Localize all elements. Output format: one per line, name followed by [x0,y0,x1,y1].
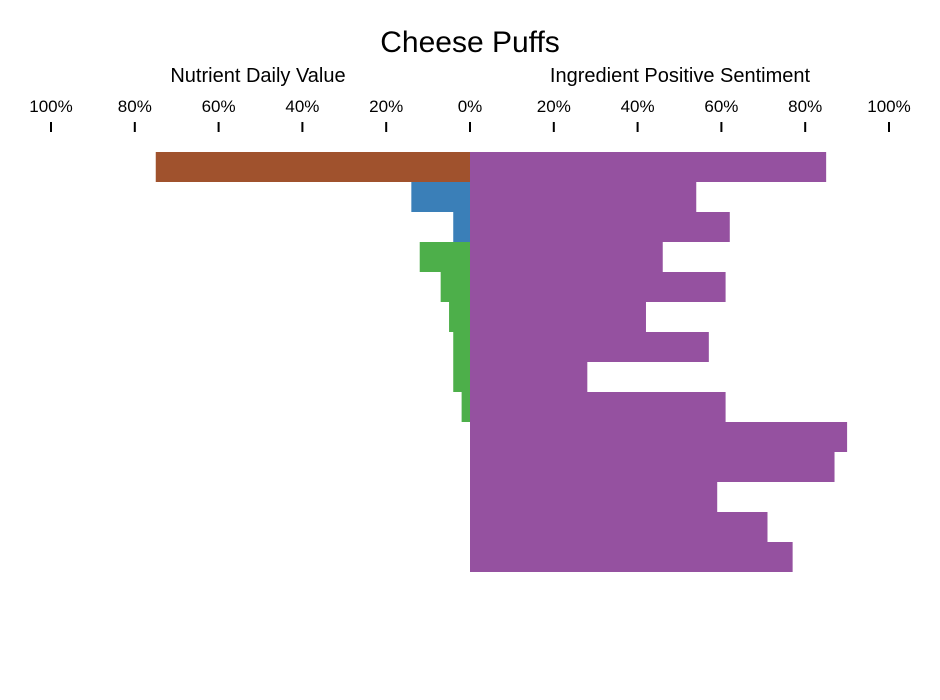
nutrient-bar [461,392,470,422]
ingredient-bar [470,452,835,482]
x-tick-label: 80% [118,97,152,116]
ingredient-bar [470,152,827,182]
ingredient-bar [470,272,726,302]
ingredient-bar [470,302,646,332]
ingredient-bar [470,212,730,242]
x-tick-label: 0% [458,97,483,116]
nutrient-bar [453,332,470,362]
x-tick-label: 40% [621,97,655,116]
x-tick-label: 60% [704,97,738,116]
ingredient-bar [470,482,718,512]
ingredient-bar [470,542,793,572]
ingredient-bar [470,362,588,392]
ingredient-bar [470,182,697,212]
nutrient-bar [155,152,470,182]
ingredient-bar [470,242,663,272]
ingredient-bar [470,512,768,542]
left-axis-label: Nutrient Daily Value [170,65,345,87]
x-tick-label: 100% [867,97,910,116]
nutrient-bar [411,182,470,212]
nutrient-bar [449,302,470,332]
ingredient-bar [470,392,726,422]
x-tick-label: 20% [537,97,571,116]
x-tick-label: 20% [369,97,403,116]
x-tick-label: 40% [285,97,319,116]
nutrient-bar [419,242,470,272]
nutrient-bar [440,272,470,302]
x-tick-label: 80% [788,97,822,116]
ingredient-bars [470,152,848,572]
x-axis: 100% 80% 60% 40% 20% 0% 20% 40% 60% 80% 100% [29,97,911,132]
x-tick-label: 60% [202,97,236,116]
chart-title: Cheese Puffs [380,26,560,59]
nutrient-bar [453,362,470,392]
ingredient-bar [470,422,848,452]
nutrient-bars [155,152,470,422]
right-axis-label: Ingredient Positive Sentiment [550,65,811,87]
ingredient-bar [470,332,709,362]
x-tick-label: 100% [29,97,72,116]
nutrient-bar [453,212,470,242]
